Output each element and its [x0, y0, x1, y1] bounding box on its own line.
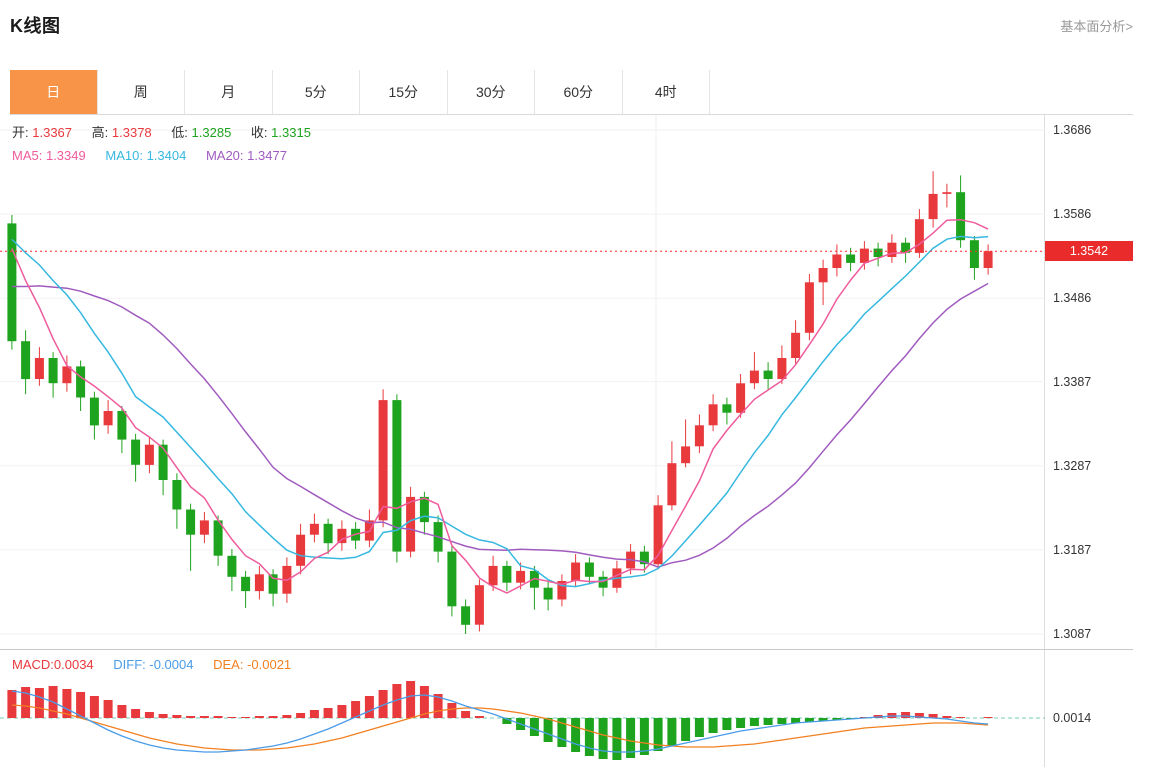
price-axis-label: 1.3187: [1053, 542, 1092, 557]
tab-5min[interactable]: 5分: [272, 70, 360, 114]
fundamental-analysis-link[interactable]: 基本面分析>: [1060, 19, 1133, 34]
ma5-value: MA5: 1.3349: [12, 148, 86, 163]
timeframe-tabs: 日 周 月 5分 15分 30分 60分 4时: [10, 70, 1133, 115]
price-axis-label: 1.3486: [1053, 291, 1092, 306]
price-axis: 1.3686 1.3586 1.3486 1.3387 1.3287 1.3187 1.30…: [1045, 115, 1133, 649]
macd-axis-label: 0.0014: [1053, 711, 1092, 725]
ohlc-legend: 开: 1.3367 高: 1.3378 低: 1.3285 收: 1.3315: [12, 122, 327, 141]
tab-15min[interactable]: 15分: [360, 70, 448, 114]
candlestick-pane: 开: 1.3367 高: 1.3378 低: 1.3285 收: 1.3315 …: [0, 115, 1045, 649]
macd-value: MACD:0.0034: [12, 657, 94, 672]
macd-axis: 0.0014: [1045, 649, 1133, 767]
price-axis-label: 1.3686: [1053, 123, 1092, 137]
tab-30min[interactable]: 30分: [447, 70, 535, 114]
price-axis-label: 1.3087: [1053, 627, 1092, 641]
chart-area: 开: 1.3367 高: 1.3378 低: 1.3285 收: 1.3315 …: [0, 115, 1160, 767]
tab-4hour[interactable]: 4时: [622, 70, 710, 114]
macd-pane: MACD:0.0034 DIFF: -0.0004 DEA: -0.0021: [0, 649, 1045, 767]
low-value: 低: 1.3285: [171, 125, 232, 140]
price-axis-label: 1.3287: [1053, 458, 1092, 473]
candlestick-chart-canvas[interactable]: [0, 115, 1045, 649]
dea-value: DEA: -0.0021: [213, 657, 292, 672]
open-value: 开: 1.3367: [12, 125, 73, 140]
page-title: K线图: [10, 16, 61, 36]
tab-month[interactable]: 月: [185, 70, 273, 114]
high-value: 高: 1.3378: [91, 125, 152, 140]
page-header: K线图 基本面分析>: [0, 0, 1160, 46]
price-axis-label: 1.3586: [1053, 207, 1092, 222]
tab-60min[interactable]: 60分: [535, 70, 623, 114]
ma10-value: MA10: 1.3404: [105, 148, 187, 163]
ma20-value: MA20: 1.3477: [205, 148, 287, 163]
tab-week[interactable]: 周: [97, 70, 185, 114]
macd-legend: MACD:0.0034 DIFF: -0.0004 DEA: -0.0021: [12, 657, 307, 672]
close-value: 收: 1.3315: [250, 125, 311, 140]
diff-value: DIFF: -0.0004: [113, 657, 194, 672]
tab-day[interactable]: 日: [10, 70, 98, 114]
ma-legend: MA5: 1.3349 MA10: 1.3404 MA20: 1.3477: [12, 148, 303, 163]
macd-chart-canvas[interactable]: [0, 650, 1045, 767]
price-axis-label: 1.3387: [1053, 374, 1092, 389]
last-price-badge: 1.3542: [1045, 241, 1133, 262]
